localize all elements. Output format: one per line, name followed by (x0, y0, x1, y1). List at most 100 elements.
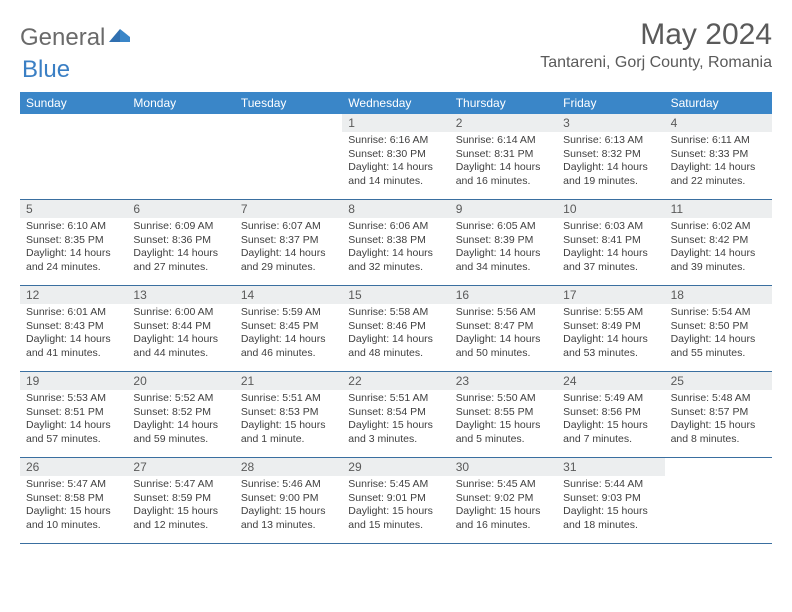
sunset-line: Sunset: 8:33 PM (671, 148, 766, 162)
sunrise-line: Sunrise: 6:07 AM (241, 220, 336, 234)
day-cell: 30Sunrise: 5:45 AMSunset: 9:02 PMDayligh… (450, 458, 557, 544)
day-number: 4 (665, 114, 772, 132)
sunrise-line: Sunrise: 5:45 AM (348, 478, 443, 492)
sunrise-line: Sunrise: 6:14 AM (456, 134, 551, 148)
sunrise-line: Sunrise: 6:11 AM (671, 134, 766, 148)
sunset-line: Sunset: 8:47 PM (456, 320, 551, 334)
day-body: Sunrise: 6:03 AMSunset: 8:41 PMDaylight:… (557, 218, 664, 279)
day-cell: 29Sunrise: 5:45 AMSunset: 9:01 PMDayligh… (342, 458, 449, 544)
day-number: 19 (20, 372, 127, 390)
daylight-line: Daylight: 15 hours and 1 minute. (241, 419, 336, 446)
daylight-line: Daylight: 14 hours and 53 minutes. (563, 333, 658, 360)
dayname-friday: Friday (557, 92, 664, 114)
location-text: Tantareni, Gorj County, Romania (540, 54, 772, 72)
day-cell: 11Sunrise: 6:02 AMSunset: 8:42 PMDayligh… (665, 200, 772, 286)
day-number: 27 (127, 458, 234, 476)
day-number: 17 (557, 286, 664, 304)
sunset-line: Sunset: 8:58 PM (26, 492, 121, 506)
day-body: Sunrise: 5:44 AMSunset: 9:03 PMDaylight:… (557, 476, 664, 537)
empty-cell (665, 458, 772, 544)
daylight-line: Daylight: 15 hours and 8 minutes. (671, 419, 766, 446)
sunrise-line: Sunrise: 6:02 AM (671, 220, 766, 234)
day-cell: 19Sunrise: 5:53 AMSunset: 8:51 PMDayligh… (20, 372, 127, 458)
day-cell: 7Sunrise: 6:07 AMSunset: 8:37 PMDaylight… (235, 200, 342, 286)
day-number: 16 (450, 286, 557, 304)
day-body: Sunrise: 5:52 AMSunset: 8:52 PMDaylight:… (127, 390, 234, 451)
day-body: Sunrise: 5:51 AMSunset: 8:53 PMDaylight:… (235, 390, 342, 451)
sunset-line: Sunset: 8:30 PM (348, 148, 443, 162)
day-cell: 18Sunrise: 5:54 AMSunset: 8:50 PMDayligh… (665, 286, 772, 372)
day-body: Sunrise: 6:10 AMSunset: 8:35 PMDaylight:… (20, 218, 127, 279)
sunset-line: Sunset: 8:59 PM (133, 492, 228, 506)
sunrise-line: Sunrise: 6:01 AM (26, 306, 121, 320)
day-cell: 28Sunrise: 5:46 AMSunset: 9:00 PMDayligh… (235, 458, 342, 544)
day-number: 8 (342, 200, 449, 218)
daylight-line: Daylight: 14 hours and 59 minutes. (133, 419, 228, 446)
sunrise-line: Sunrise: 6:05 AM (456, 220, 551, 234)
daylight-line: Daylight: 14 hours and 27 minutes. (133, 247, 228, 274)
empty-cell (127, 114, 234, 200)
day-number: 2 (450, 114, 557, 132)
daylight-line: Daylight: 14 hours and 39 minutes. (671, 247, 766, 274)
day-cell: 24Sunrise: 5:49 AMSunset: 8:56 PMDayligh… (557, 372, 664, 458)
logo-text-1: General (20, 24, 105, 52)
daylight-line: Daylight: 15 hours and 7 minutes. (563, 419, 658, 446)
day-number: 31 (557, 458, 664, 476)
dayname-wednesday: Wednesday (342, 92, 449, 114)
week-row: 19 Sunrise: 5:53 AMSunset: 8:51 PM Dayligh… (20, 372, 772, 458)
sunset-line: Sunset: 8:39 PM (456, 234, 551, 248)
day-number: 15 (342, 286, 449, 304)
sunrise-line: Sunrise: 5:51 AM (348, 392, 443, 406)
sunrise-line: Sunrise: 5:47 AM (26, 478, 121, 492)
sunrise-line: Sunrise: 6:06 AM (348, 220, 443, 234)
day-cell: 31Sunrise: 5:44 AMSunset: 9:03 PMDayligh… (557, 458, 664, 544)
day-body: Sunrise: 5:45 AMSunset: 9:01 PMDaylight:… (342, 476, 449, 537)
weeks-container: 1Sunrise: 6:16 AMSunset: 8:30 PMDaylight… (20, 114, 772, 544)
day-number: 24 (557, 372, 664, 390)
sunset-line: Sunset: 8:56 PM (563, 406, 658, 420)
daylight-line: Daylight: 15 hours and 12 minutes. (133, 505, 228, 532)
day-number: 21 (235, 372, 342, 390)
day-number: 6 (127, 200, 234, 218)
daylight-line: Daylight: 15 hours and 15 minutes. (348, 505, 443, 532)
sunset-line: Sunset: 8:53 PM (241, 406, 336, 420)
week-row: 12Sunrise: 6:01 AMSunset: 8:43 PMDayligh… (20, 286, 772, 372)
day-number: 1 (342, 114, 449, 132)
sunset-line: Sunset: 9:01 PM (348, 492, 443, 506)
sunrise-line: Sunrise: 6:13 AM (563, 134, 658, 148)
sunrise-line: Sunrise: 6:03 AM (563, 220, 658, 234)
day-body: Sunrise: 6:00 AMSunset: 8:44 PMDaylight:… (127, 304, 234, 365)
day-body: Sunrise: 6:01 AMSunset: 8:43 PMDaylight:… (20, 304, 127, 365)
day-body: Sunrise: 5:49 AMSunset: 8:56 PMDaylight:… (557, 390, 664, 451)
sunset-line: Sunset: 8:51 PM (26, 406, 121, 420)
day-cell: 14Sunrise: 5:59 AMSunset: 8:45 PMDayligh… (235, 286, 342, 372)
day-cell: 6Sunrise: 6:09 AMSunset: 8:36 PMDaylight… (127, 200, 234, 286)
day-number: 10 (557, 200, 664, 218)
sunrise-line: Sunrise: 6:09 AM (133, 220, 228, 234)
day-cell: 20Sunrise: 5:52 AMSunset: 8:52 PMDayligh… (127, 372, 234, 458)
sunrise-line: Sunrise: 5:44 AM (563, 478, 658, 492)
dayname-saturday: Saturday (665, 92, 772, 114)
day-number: 11 (665, 200, 772, 218)
sunrise-line: Sunrise: 5:54 AM (671, 306, 766, 320)
daylight-line: Daylight: 15 hours and 5 minutes. (456, 419, 551, 446)
day-number (20, 114, 127, 132)
sunset-line: Sunset: 8:50 PM (671, 320, 766, 334)
sunset-line: Sunset: 8:37 PM (241, 234, 336, 248)
day-body: Sunrise: 5:47 AMSunset: 8:59 PMDaylight:… (127, 476, 234, 537)
sunrise-line: Sunrise: 5:53 AM (26, 392, 121, 406)
day-body: Sunrise: 6:13 AMSunset: 8:32 PMDaylight:… (557, 132, 664, 193)
daylight-line: Daylight: 15 hours and 13 minutes. (241, 505, 336, 532)
daylight-line: Daylight: 15 hours and 10 minutes. (26, 505, 121, 532)
title-block: May 2024 Tantareni, Gorj County, Romania (540, 18, 772, 72)
month-title: May 2024 (540, 18, 772, 52)
sunset-line: Sunset: 9:02 PM (456, 492, 551, 506)
daylight-line: Daylight: 14 hours and 34 minutes. (456, 247, 551, 274)
day-cell: 15Sunrise: 5:58 AMSunset: 8:46 PMDayligh… (342, 286, 449, 372)
day-body: Sunrise: 6:11 AMSunset: 8:33 PMDaylight:… (665, 132, 772, 193)
sunset-line: Sunset: 8:31 PM (456, 148, 551, 162)
daylight-line: Daylight: 14 hours and 37 minutes. (563, 247, 658, 274)
day-cell: 25Sunrise: 5:48 AMSunset: 8:57 PMDayligh… (665, 372, 772, 458)
day-cell: 10Sunrise: 6:03 AMSunset: 8:41 PMDayligh… (557, 200, 664, 286)
day-body: Sunrise: 5:50 AMSunset: 8:55 PMDaylight:… (450, 390, 557, 451)
